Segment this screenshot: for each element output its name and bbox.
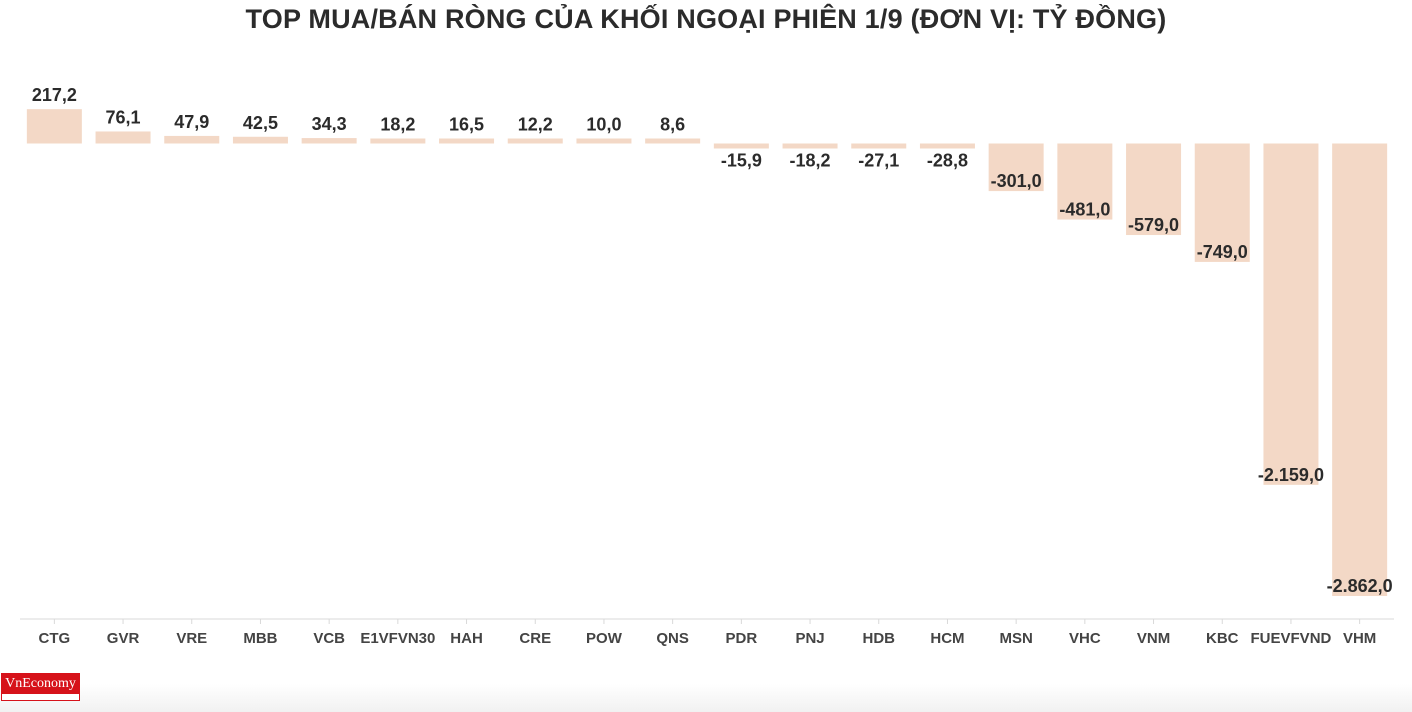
value-label: -301,0	[991, 171, 1042, 191]
category-label: HAH	[450, 630, 483, 647]
bar-pdr	[713, 143, 769, 149]
bar-vcb	[301, 138, 357, 144]
bar-vnm	[1126, 143, 1182, 236]
bar-mbb	[232, 136, 288, 144]
value-label: -481,0	[1059, 200, 1110, 220]
category-label: GVR	[107, 630, 140, 647]
bar-fuevfvnd	[1263, 143, 1319, 485]
bar-hdb	[851, 143, 907, 149]
value-label: -2.159,0	[1258, 465, 1324, 485]
category-label: HCM	[930, 630, 964, 647]
category-label: QNS	[656, 630, 689, 647]
value-label: -28,8	[927, 151, 968, 171]
value-label: -579,0	[1128, 215, 1179, 235]
bar-pow	[576, 138, 632, 144]
bar-ctg	[26, 109, 82, 144]
category-label: HDB	[863, 630, 896, 647]
category-label: CRE	[519, 630, 551, 647]
category-label: E1VFVN30	[360, 630, 435, 647]
bar-pnj	[782, 143, 838, 149]
category-labels-layer: CTG GVR VRE MBB VCB E1VFVN30 HAH CRE POW QNS PDR PN…	[39, 630, 1377, 647]
bar-gvr	[95, 131, 151, 144]
bar-vre	[164, 135, 220, 144]
value-label: 42,5	[243, 113, 278, 133]
category-label: PNJ	[795, 630, 824, 647]
value-label: -18,2	[790, 151, 831, 171]
category-label: VCB	[313, 630, 345, 647]
category-label: VHC	[1069, 630, 1101, 647]
bar-msn	[988, 143, 1044, 192]
category-label: PDR	[726, 630, 758, 647]
value-labels-layer: 217,2 76,1 47,9 42,5 34,3 18,2 16,5 12,2 10,0 8,6…	[32, 85, 1393, 596]
category-label: KBC	[1206, 630, 1239, 647]
category-label: FUEVFVND	[1251, 630, 1332, 647]
brand-logo: VnEconomy	[1, 673, 80, 701]
bar-kbc	[1194, 143, 1250, 262]
value-label: -749,0	[1197, 242, 1248, 262]
bars-layer	[26, 109, 1388, 596]
bar-hah	[439, 138, 495, 144]
value-label: 76,1	[106, 107, 141, 127]
ticks-layer	[53, 619, 1361, 624]
footer-band	[0, 684, 1412, 712]
category-label: MSN	[999, 630, 1032, 647]
value-label: 217,2	[32, 85, 77, 105]
category-label: POW	[586, 630, 623, 647]
category-label: CTG	[39, 630, 71, 647]
value-label: 12,2	[518, 115, 553, 135]
bar-hcm	[919, 143, 975, 149]
value-label: -15,9	[721, 151, 762, 171]
value-label: 47,9	[174, 112, 209, 132]
bar-qns	[645, 138, 701, 144]
value-label: 10,0	[586, 115, 621, 135]
chart-title: TOP MUA/BÁN RÒNG CỦA KHỐI NGOẠI PHIÊN 1/…	[245, 4, 1167, 34]
bar-vhm	[1332, 143, 1388, 596]
value-label: 18,2	[380, 115, 415, 135]
category-label: VHM	[1343, 630, 1376, 647]
category-label: VRE	[176, 630, 207, 647]
bar-cre	[507, 138, 563, 144]
value-label: -2.862,0	[1327, 576, 1393, 596]
bar-vhc	[1057, 143, 1113, 220]
value-label: -27,1	[858, 151, 899, 171]
bar-e1vfvn30	[370, 138, 426, 144]
category-label: VNM	[1137, 630, 1170, 647]
value-label: 8,6	[660, 115, 685, 135]
value-label: 34,3	[312, 114, 347, 134]
category-label: MBB	[243, 630, 277, 647]
value-label: 16,5	[449, 115, 484, 135]
